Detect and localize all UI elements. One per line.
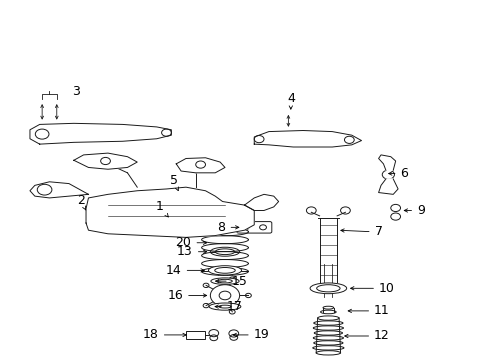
Text: 5: 5 (169, 174, 178, 191)
Text: 10: 10 (350, 282, 394, 295)
Text: 17: 17 (215, 300, 242, 313)
Polygon shape (30, 182, 88, 198)
Text: 8: 8 (217, 221, 238, 234)
Text: 7: 7 (340, 225, 382, 238)
Text: 15: 15 (215, 275, 247, 288)
Text: 13: 13 (177, 245, 206, 258)
Ellipse shape (316, 285, 339, 292)
Text: 11: 11 (347, 305, 389, 318)
Polygon shape (378, 179, 397, 194)
Ellipse shape (217, 279, 232, 283)
Polygon shape (378, 155, 395, 170)
Ellipse shape (208, 266, 241, 275)
Polygon shape (244, 194, 278, 211)
Ellipse shape (219, 305, 231, 308)
Ellipse shape (210, 278, 239, 284)
Ellipse shape (309, 283, 346, 294)
Polygon shape (30, 123, 171, 144)
Circle shape (219, 291, 230, 300)
Text: 3: 3 (72, 85, 80, 98)
Circle shape (210, 285, 239, 306)
Text: 6: 6 (388, 167, 407, 180)
Ellipse shape (209, 303, 241, 310)
Polygon shape (254, 131, 361, 147)
Bar (185, 330, 205, 339)
FancyBboxPatch shape (236, 222, 271, 233)
Text: 9: 9 (404, 204, 424, 217)
Polygon shape (176, 158, 224, 173)
Text: 2: 2 (77, 194, 86, 210)
Ellipse shape (214, 267, 235, 273)
Text: 12: 12 (344, 329, 389, 342)
Polygon shape (86, 187, 254, 237)
Text: 1: 1 (155, 200, 168, 217)
Text: 20: 20 (175, 236, 206, 249)
Text: 4: 4 (286, 92, 294, 109)
Text: 19: 19 (233, 328, 269, 341)
Text: 14: 14 (165, 264, 204, 277)
Text: 18: 18 (142, 328, 186, 341)
Polygon shape (74, 153, 137, 169)
Text: 16: 16 (167, 289, 206, 302)
